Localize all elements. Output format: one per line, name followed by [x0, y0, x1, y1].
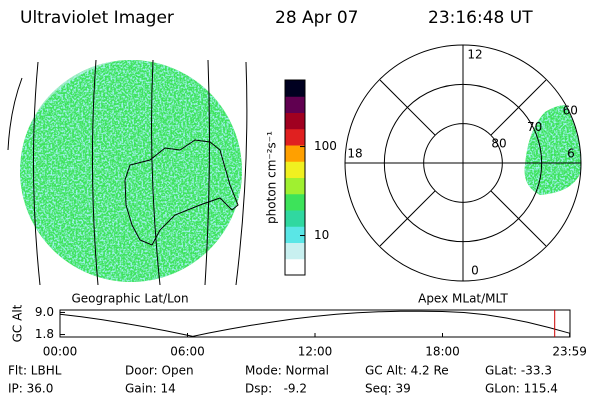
info-field: Mode: Normal [245, 364, 329, 378]
colorbar-tick-label: 10 [314, 228, 329, 242]
x-tick-label: 00:00 [43, 345, 78, 359]
x-tick-label: 23:59 [552, 345, 587, 359]
latitude-label: 70 [527, 120, 542, 134]
altitude-line [59, 310, 571, 337]
date: 28 Apr 07 [275, 8, 358, 28]
colorbar-tick-label: 100 [314, 139, 337, 153]
info-field: GLat: -33.3 [485, 364, 552, 378]
latitude-label: 80 [491, 137, 506, 151]
colorbar-swatch [285, 128, 305, 146]
info-field: Seq: 39 [365, 382, 411, 396]
colorbar: 10 100 photon cm⁻²s⁻¹ [265, 79, 337, 276]
y-axis-label: GC Alt [11, 304, 25, 342]
geo-grid [7, 59, 248, 286]
colorbar-swatch [285, 210, 305, 227]
polar-image [524, 105, 581, 195]
left-panel-title: Geographic Lat/Lon [71, 292, 188, 306]
x-tick-label: 06:00 [170, 345, 205, 359]
instrument-title: Ultraviolet Imager [20, 8, 174, 28]
globe-image [20, 60, 242, 282]
y-tick-label: 9.0 [35, 305, 54, 319]
y-tick-label: 1.8 [35, 327, 54, 341]
colorbar-label: photon cm⁻²s⁻¹ [265, 131, 279, 224]
colorbar-swatch [285, 145, 305, 162]
info-table: Flt: LBHL Door: Open Mode: Normal GC Alt: 4… [8, 364, 558, 396]
colorbar-swatch [285, 258, 305, 276]
x-tick-label: 12:00 [298, 345, 333, 359]
info-field: Dsp: -9.2 [245, 382, 307, 396]
x-tick-label: 18:00 [425, 345, 460, 359]
info-field: Flt: LBHL [8, 364, 62, 378]
info-field: GLon: 115.4 [485, 382, 558, 396]
latitude-ring [383, 83, 543, 243]
colorbar-swatch [285, 80, 305, 97]
latitude-ring [423, 123, 503, 203]
colorbar-swatch [285, 242, 305, 260]
info-field: Gain: 14 [125, 382, 176, 396]
colorbar-swatch [285, 193, 305, 211]
time: 23:16:48 UT [428, 8, 533, 28]
colorbar-swatch [285, 226, 305, 243]
polar-spokes [345, 45, 581, 281]
mlt-label: 0 [471, 264, 479, 278]
plot-frame [59, 309, 571, 338]
right-panel-title: Apex MLat/MLT [418, 292, 508, 306]
colorbar-swatch [285, 177, 305, 195]
latitude-ring [344, 44, 582, 282]
info-field: IP: 36.0 [8, 382, 53, 396]
colorbar-swatch [285, 161, 305, 178]
colorbar-swatch [285, 112, 305, 130]
colorbar-frame [284, 79, 306, 276]
colorbar-swatch [285, 96, 305, 113]
mlt-label: 6 [567, 147, 575, 161]
altitude-chart: GC Alt 9.0 1.8 00:00 06:00 12:00 18:00 23:59 [11, 304, 587, 358]
info-field: GC Alt: 4.2 Re [365, 364, 449, 378]
mlt-label: 12 [467, 48, 482, 62]
latitude-label: 60 [563, 103, 578, 117]
info-field: Door: Open [125, 364, 194, 378]
mlt-label: 18 [347, 147, 362, 161]
